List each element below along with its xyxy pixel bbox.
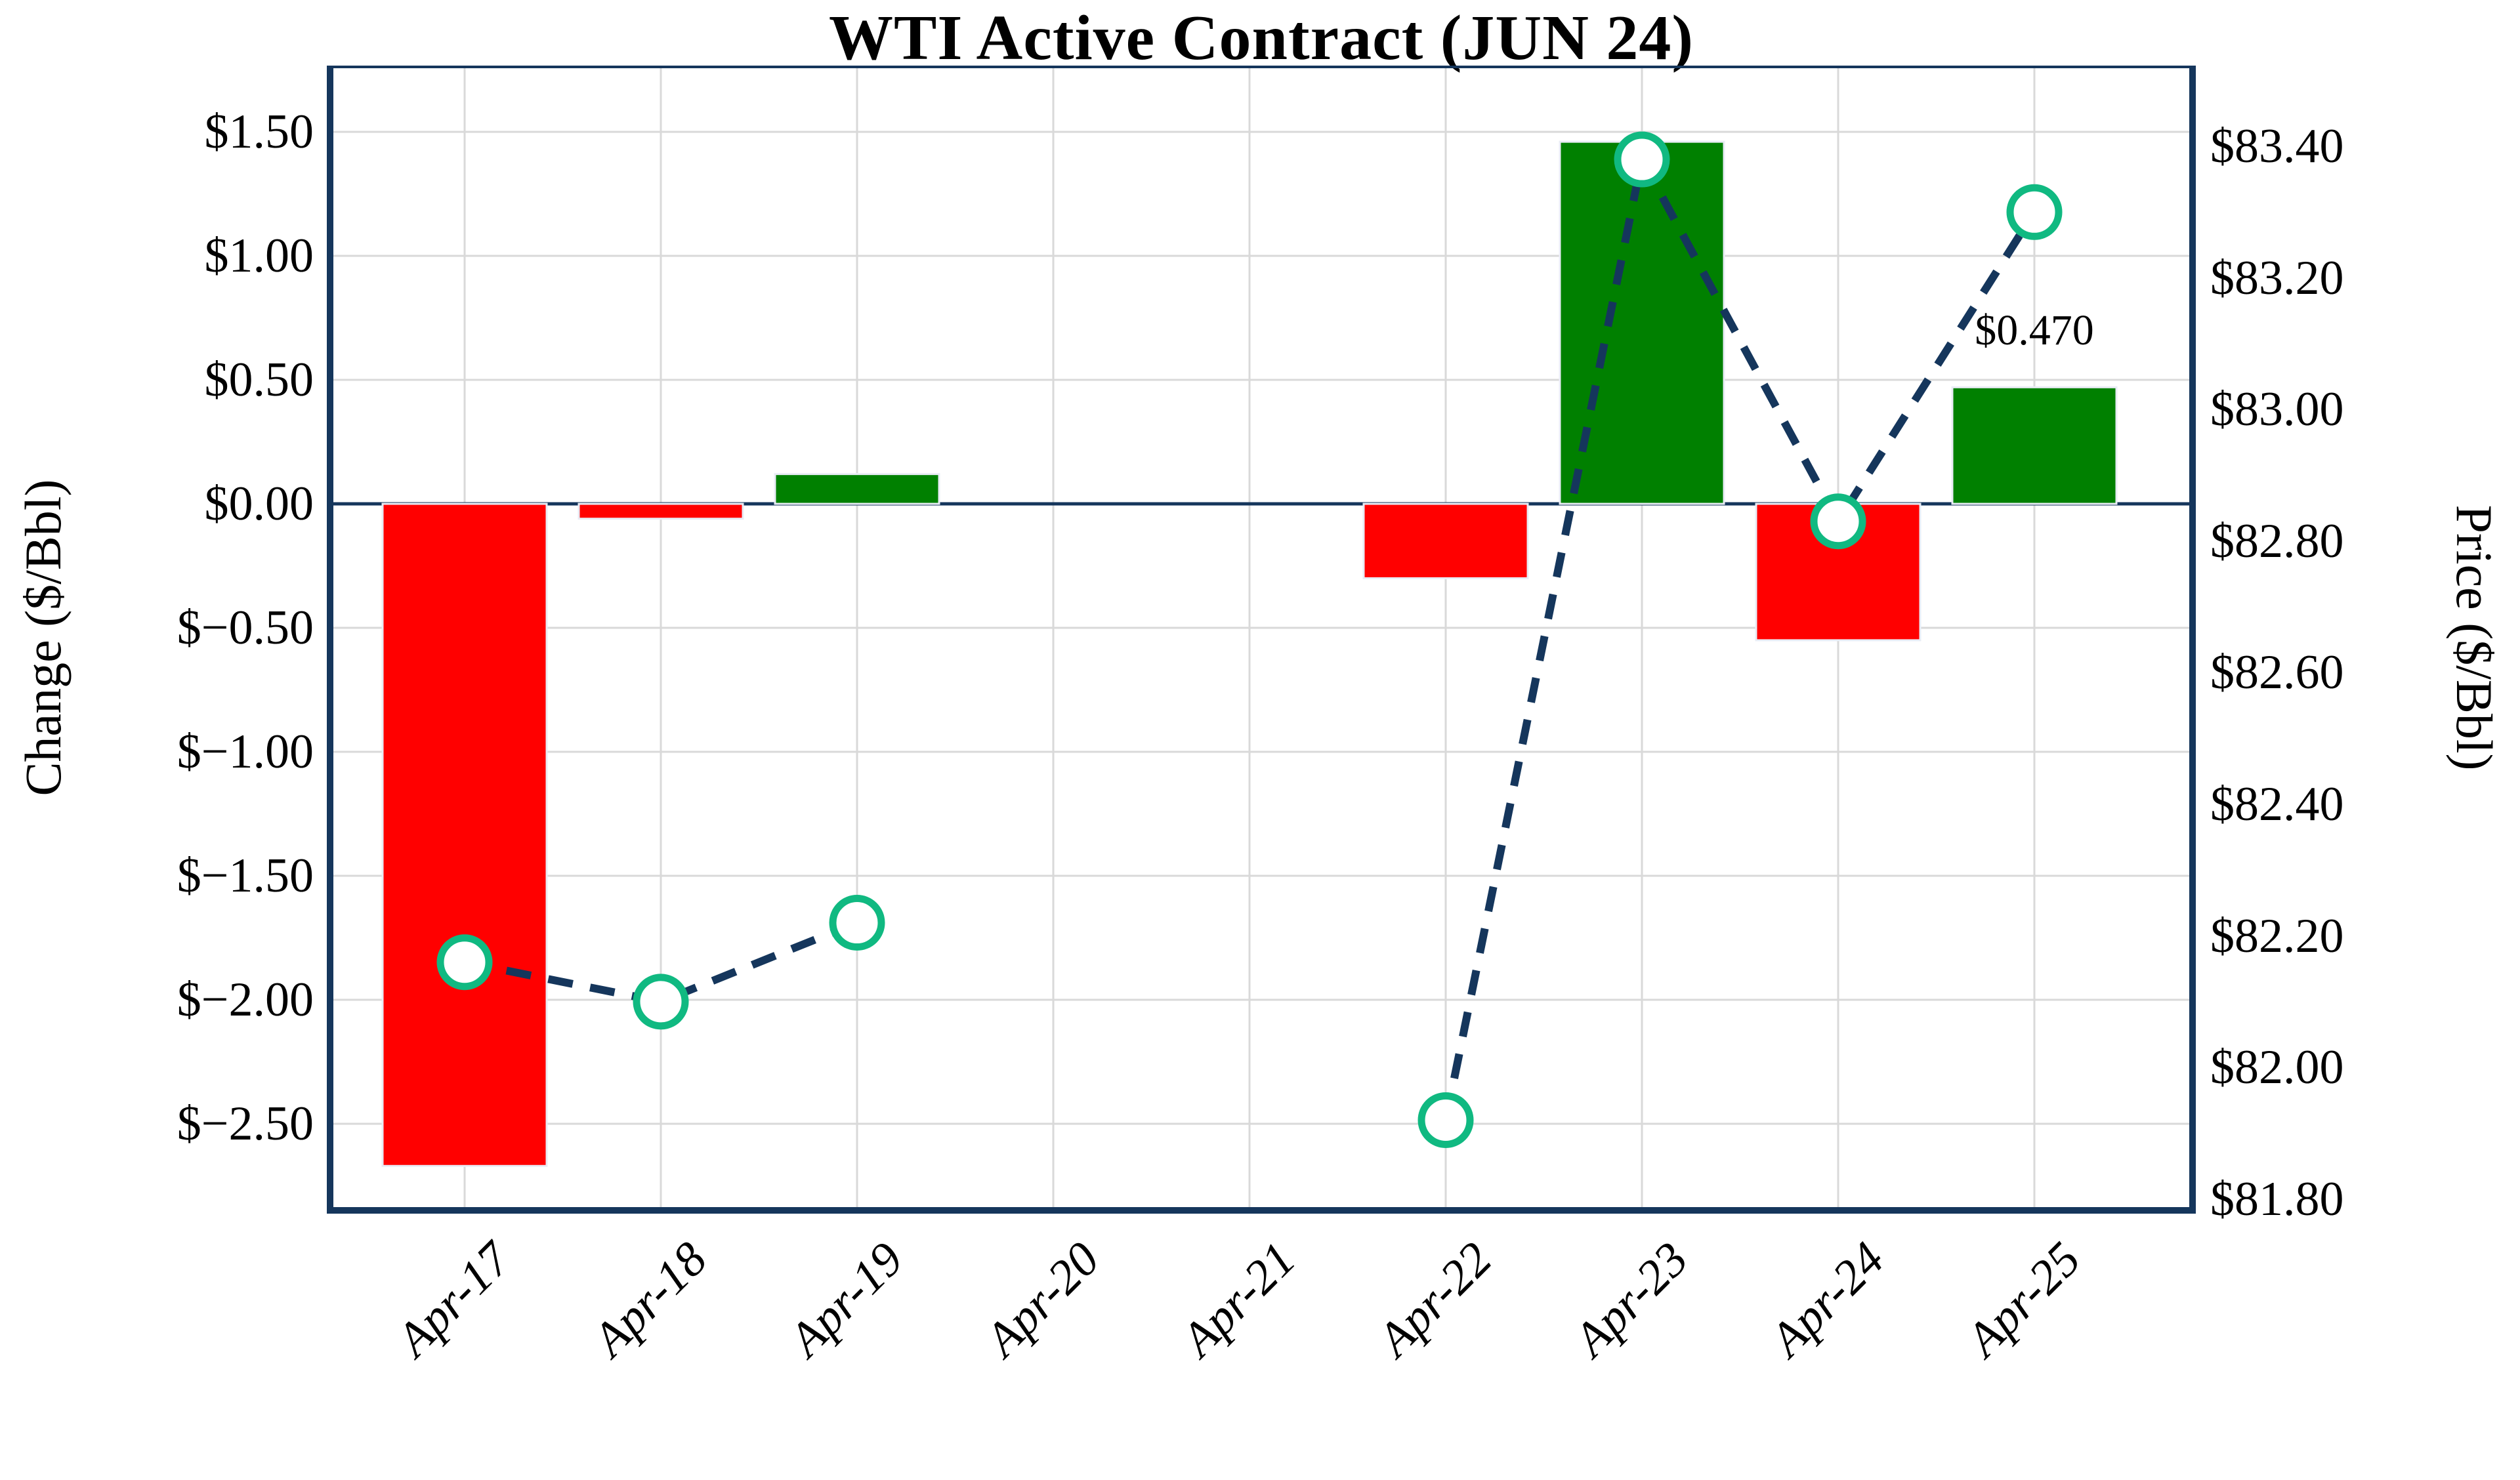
- right-tick-label: $83.40: [2210, 119, 2344, 173]
- left-tick-label: $−1.50: [177, 849, 314, 903]
- left-tick-label: $−2.00: [177, 973, 314, 1027]
- price-marker-Apr-19: [829, 895, 885, 951]
- top-spine: [327, 66, 2196, 68]
- left-spine: [327, 68, 333, 1214]
- bar-Apr-18: [578, 503, 744, 520]
- price-marker-Apr-17: [436, 934, 493, 991]
- left-tick-label: $−1.00: [177, 725, 314, 779]
- right-tick-label: $82.20: [2210, 909, 2344, 963]
- price-marker-Apr-18: [633, 974, 689, 1030]
- left-tick-label: $−0.50: [177, 601, 314, 655]
- left-tick-label: $0.50: [204, 353, 314, 407]
- bar-value-annotation: $0.470: [1975, 306, 2094, 355]
- price-marker-Apr-24: [1810, 493, 1866, 550]
- price-marker-Apr-23: [1614, 131, 1670, 188]
- bar-Apr-25: [1951, 386, 2118, 505]
- bottom-spine: [327, 1207, 2196, 1214]
- right-tick-label: $83.20: [2210, 251, 2344, 305]
- bar-Apr-17: [381, 503, 548, 1167]
- left-tick-label: $1.50: [204, 105, 314, 159]
- right-tick-label: $81.80: [2210, 1172, 2344, 1226]
- left-tick-label: $1.00: [204, 229, 314, 283]
- price-line-segment: [1442, 148, 2038, 1121]
- right-tick-label: $82.40: [2210, 777, 2344, 831]
- price-marker-Apr-25: [2006, 184, 2063, 240]
- price-marker-Apr-22: [1418, 1092, 1474, 1148]
- left-tick-label: $−2.50: [177, 1097, 314, 1151]
- right-tick-label: $82.80: [2210, 514, 2344, 568]
- right-tick-label: $82.60: [2210, 646, 2344, 700]
- right-tick-label: $82.00: [2210, 1040, 2344, 1095]
- price-line-segment: [463, 918, 859, 1006]
- bar-Apr-19: [774, 473, 940, 505]
- right-tick-label: $83.00: [2210, 382, 2344, 437]
- left-tick-label: $0.00: [204, 477, 314, 531]
- chart-title: WTI Active Contract (JUN 24): [828, 3, 1694, 73]
- bar-Apr-22: [1362, 503, 1529, 579]
- right-spine: [2189, 68, 2196, 1214]
